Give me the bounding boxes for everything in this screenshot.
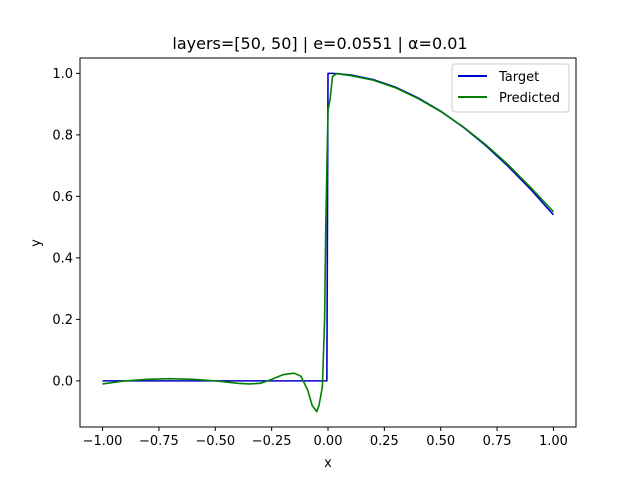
y-tick-label: 0.2 [52, 313, 73, 328]
y-tick-label: 0.6 [52, 190, 73, 205]
y-tick-label: 0.0 [52, 374, 73, 389]
x-tick-label: −0.50 [195, 434, 235, 449]
x-axis-ticks: −1.00 −0.75 −0.50 −0.25 0.00 0.25 0.50 0.75 1.00 [83, 427, 568, 449]
x-axis-label: x [324, 456, 332, 471]
y-tick-label: 0.4 [52, 251, 73, 266]
y-tick-label: 0.8 [52, 128, 73, 143]
y-tick-label: 1.0 [52, 67, 73, 82]
x-tick-label: 0.50 [426, 434, 455, 449]
series-line-predicted [102, 72, 555, 413]
chart-title: layers=[50, 50] | e=0.0551 | α=0.01 [172, 34, 467, 53]
x-tick-label: −1.00 [83, 434, 123, 449]
legend-label-predicted: Predicted [499, 91, 560, 106]
plot-lines [102, 72, 555, 413]
y-axis-ticks: 0.0 0.2 0.4 0.6 0.8 1.0 [52, 67, 80, 389]
x-tick-label: −0.25 [252, 434, 292, 449]
x-tick-label: −0.75 [139, 434, 179, 449]
legend-label-target: Target [498, 70, 539, 85]
x-tick-label: 0.75 [483, 434, 512, 449]
y-axis-label: y [29, 239, 44, 247]
x-tick-label: 0.25 [370, 434, 399, 449]
x-tick-label: 0.00 [314, 434, 343, 449]
x-tick-label: 1.00 [539, 434, 568, 449]
legend: Target Predicted [451, 63, 570, 113]
